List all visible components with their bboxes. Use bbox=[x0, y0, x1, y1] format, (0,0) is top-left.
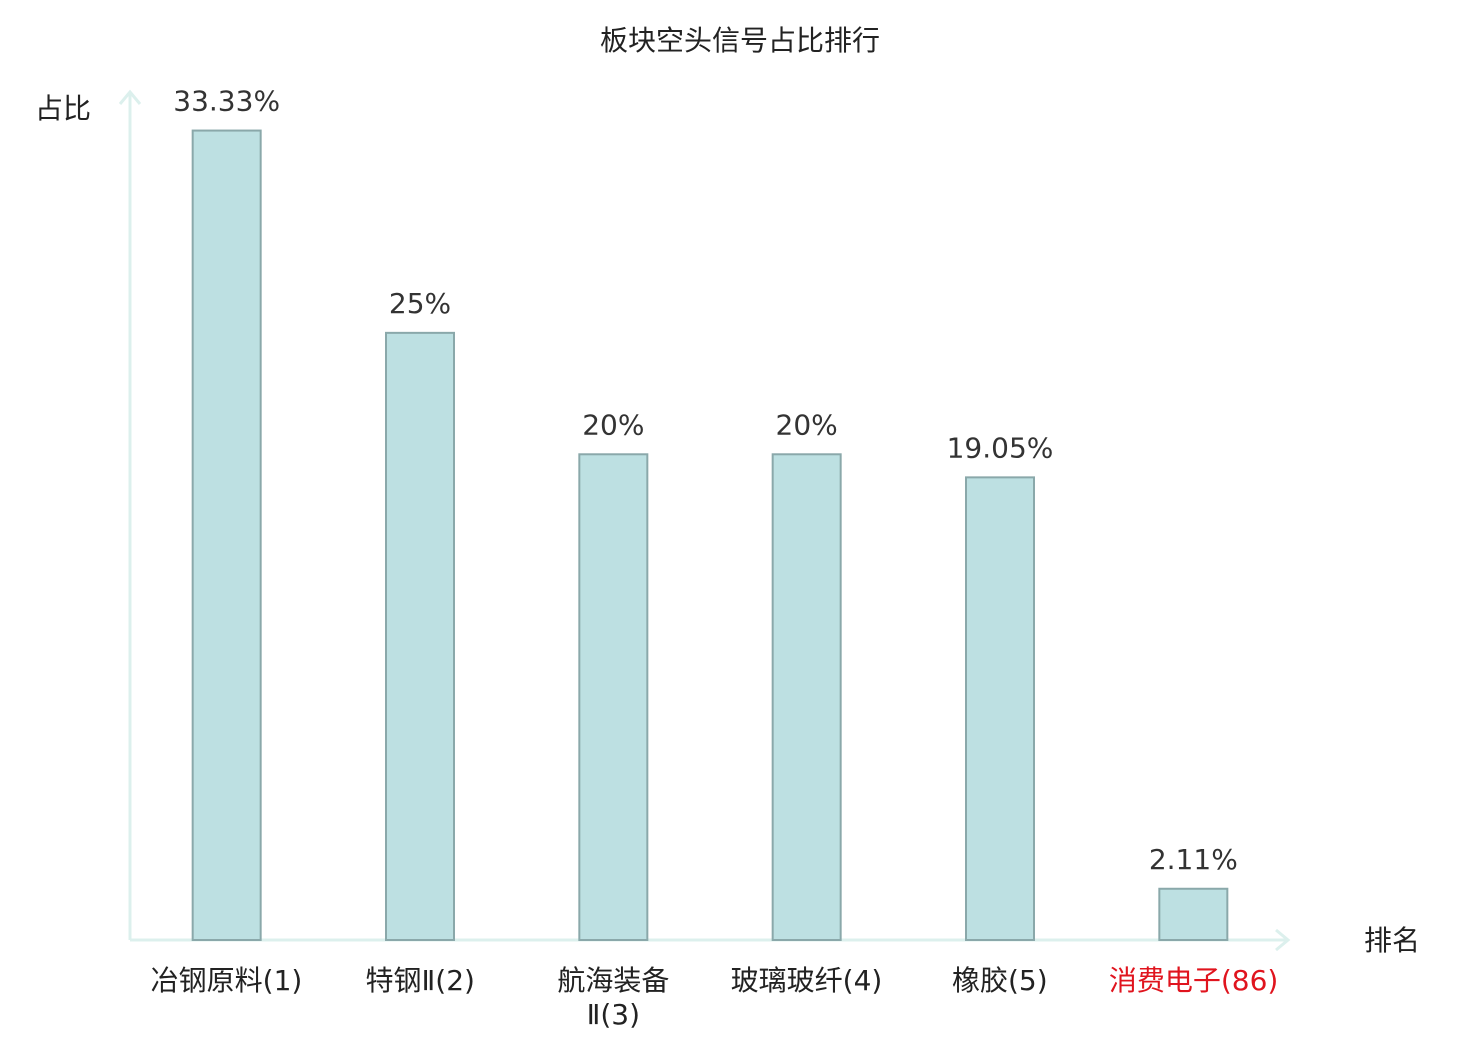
x-tick-label: 冶钢原料(1) bbox=[150, 964, 303, 997]
value-label: 19.05% bbox=[947, 431, 1054, 464]
x-tick-label: 玻璃玻纤(4) bbox=[730, 964, 883, 997]
bar bbox=[965, 476, 1035, 941]
value-label: 2.11% bbox=[1149, 843, 1238, 876]
x-tick-label: 消费电子(86) bbox=[1108, 964, 1279, 997]
value-label: 20% bbox=[776, 408, 838, 441]
x-tick-label: 特钢Ⅱ(2) bbox=[365, 964, 475, 997]
y-axis-arrow bbox=[118, 89, 142, 105]
axes bbox=[118, 89, 1291, 952]
bar bbox=[578, 453, 649, 941]
bar bbox=[191, 129, 262, 942]
value-label: 33.33% bbox=[173, 85, 280, 118]
value-label: 25% bbox=[389, 287, 451, 320]
bar bbox=[385, 331, 455, 942]
x-axis-arrow bbox=[1275, 928, 1291, 952]
x-axis-label: 排名 bbox=[1364, 924, 1420, 957]
bar bbox=[771, 453, 842, 941]
bar bbox=[1158, 887, 1229, 941]
value-label: 20% bbox=[582, 408, 644, 441]
chart-title: 板块空头信号占比排行 bbox=[600, 24, 880, 57]
x-tick-label: 橡胶(5) bbox=[952, 964, 1048, 997]
y-axis-label: 占比 bbox=[35, 92, 91, 125]
x-tick-label: 航海装备Ⅱ(3) bbox=[557, 964, 670, 1031]
